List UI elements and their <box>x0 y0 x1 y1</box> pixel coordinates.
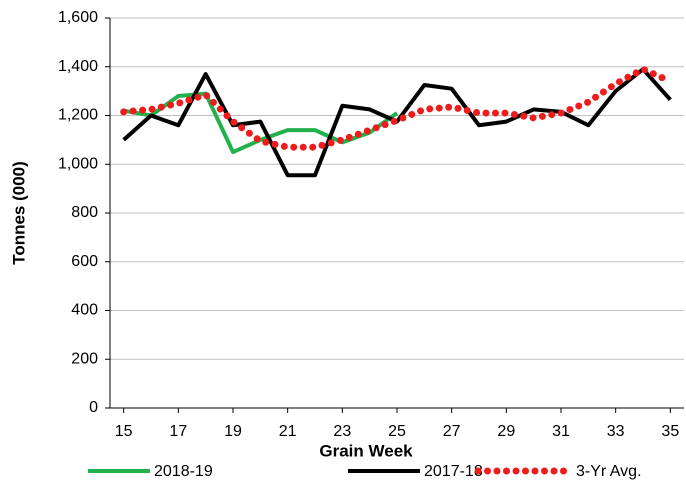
x-tick-label: 19 <box>224 423 242 440</box>
x-tick-label: 31 <box>552 423 570 440</box>
y-tick-label: 1,400 <box>58 58 98 75</box>
y-tick-label: 800 <box>71 204 98 221</box>
legend-label: 2018-19 <box>154 463 213 480</box>
series-line <box>120 65 674 151</box>
y-tick-label: 600 <box>71 253 98 270</box>
y-axis-title: Tonnes (000) <box>9 161 28 265</box>
y-tick-label: 1,000 <box>58 155 98 172</box>
x-tick-label: 35 <box>661 423 679 440</box>
x-tick-label: 15 <box>115 423 133 440</box>
x-axis-title: Grain Week <box>319 441 413 460</box>
y-tick-label: 200 <box>71 350 98 367</box>
y-tick-label: 0 <box>89 399 98 416</box>
x-tick-label: 21 <box>279 423 297 440</box>
legend-label: 3-Yr Avg. <box>576 463 642 480</box>
x-tick-label: 25 <box>388 423 406 440</box>
legend-label: 2017-18 <box>424 463 483 480</box>
x-tick-label: 33 <box>607 423 625 440</box>
x-tick-label: 23 <box>333 423 351 440</box>
x-tick-label: 17 <box>169 423 187 440</box>
y-tick-label: 1,600 <box>58 9 98 26</box>
x-tick-label: 27 <box>443 423 461 440</box>
y-tick-label: 400 <box>71 302 98 319</box>
y-tick-label: 1,200 <box>58 107 98 124</box>
x-tick-label: 29 <box>497 423 515 440</box>
